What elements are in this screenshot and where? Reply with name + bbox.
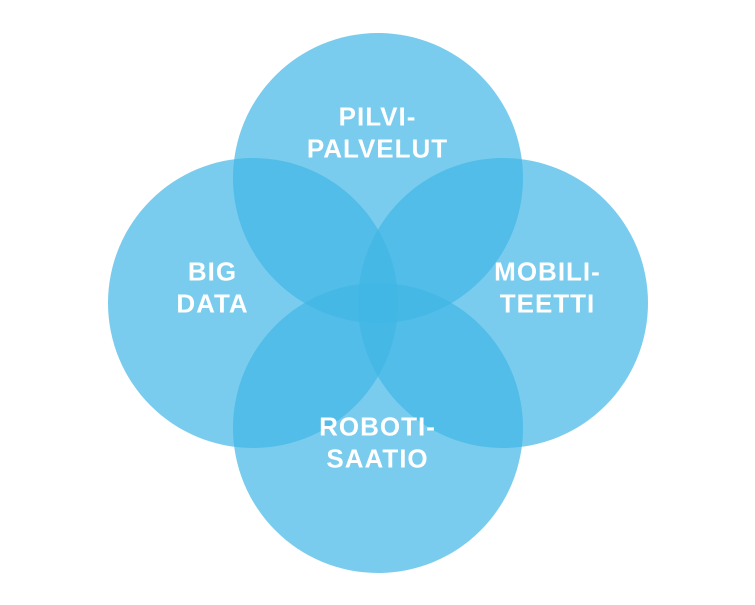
venn-label-left: BIG DATA [176, 255, 248, 320]
venn-label-bottom: ROBOTI- SAATIO [319, 410, 436, 475]
venn-diagram: PILVI- PALVELUT BIG DATA MOBILI- TEETTI … [78, 13, 678, 593]
venn-label-right: MOBILI- TEETTI [494, 255, 601, 320]
venn-label-top: PILVI- PALVELUT [307, 100, 448, 165]
